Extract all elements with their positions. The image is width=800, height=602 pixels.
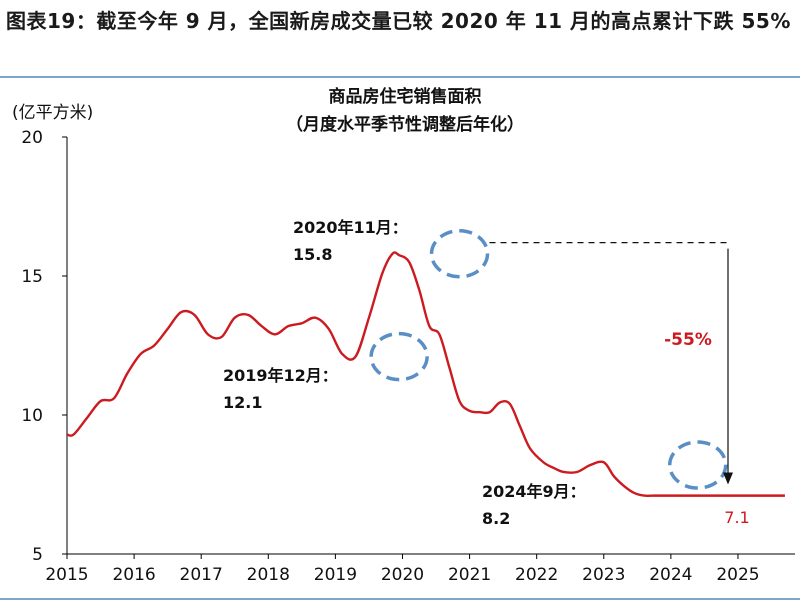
y-tick-label: 5 bbox=[32, 545, 43, 565]
series-line bbox=[66, 251, 785, 498]
figure-title: 图表19：截至今年 9 月，全国新房成交量已较 2020 年 11 月的高点累计… bbox=[6, 9, 791, 33]
highlight-circles bbox=[369, 229, 728, 490]
y-tick-label: 15 bbox=[21, 267, 43, 287]
axes bbox=[66, 137, 795, 555]
drop-guide bbox=[489, 242, 733, 485]
x-tick-labels: 2015 2016 2017 2018 2019 2020 2021 2022 2023 2024… bbox=[45, 554, 760, 585]
x-tick-label: 2020 bbox=[381, 565, 424, 585]
title-rule bbox=[0, 76, 800, 78]
x-tick-label: 2025 bbox=[716, 565, 759, 585]
last-value-label: 7.1 bbox=[724, 508, 749, 527]
x-tick-label: 2019 bbox=[314, 565, 357, 585]
chart-title: 商品房住宅销售面积 bbox=[329, 86, 482, 107]
annotation-2020-11-value: 15.8 bbox=[293, 245, 332, 264]
highlight-circle bbox=[667, 440, 728, 490]
chart: 商品房住宅销售面积 （月度水平季节性调整后年化） (亿平方米) 5101520 … bbox=[12, 86, 795, 585]
annotation-2019-12-value: 12.1 bbox=[223, 393, 262, 412]
chart-subtitle: （月度水平季节性调整后年化） bbox=[286, 114, 524, 135]
x-tick-label: 2021 bbox=[448, 565, 491, 585]
y-tick-label: 10 bbox=[21, 406, 43, 426]
x-tick-label: 2015 bbox=[45, 565, 88, 585]
x-tick-label: 2024 bbox=[649, 565, 692, 585]
x-tick-label: 2023 bbox=[582, 565, 625, 585]
annotation-2024-09-value: 8.2 bbox=[482, 509, 510, 528]
y-tick-labels: 5 10 15 20 bbox=[21, 128, 67, 565]
drop-percentage-label: -55% bbox=[664, 330, 712, 350]
x-tick-label: 2018 bbox=[247, 565, 290, 585]
series-lines bbox=[66, 251, 785, 498]
highlight-circle bbox=[369, 331, 429, 382]
drop-arrow-head bbox=[723, 472, 733, 485]
y-axis-unit-label: (亿平方米) bbox=[12, 103, 93, 123]
x-tick-label: 2016 bbox=[112, 565, 155, 585]
x-tick-label: 2017 bbox=[180, 565, 223, 585]
annotation-2020-11-label: 2020年11月： bbox=[293, 218, 408, 237]
highlight-circle bbox=[429, 229, 490, 279]
annotation-2019-12-label: 2019年12月： bbox=[223, 366, 338, 385]
bottom-rule bbox=[0, 598, 800, 600]
annotation-2024-09-label: 2024年9月： bbox=[482, 482, 586, 501]
x-tick-label: 2022 bbox=[515, 565, 558, 585]
y-tick-label: 20 bbox=[21, 128, 43, 148]
